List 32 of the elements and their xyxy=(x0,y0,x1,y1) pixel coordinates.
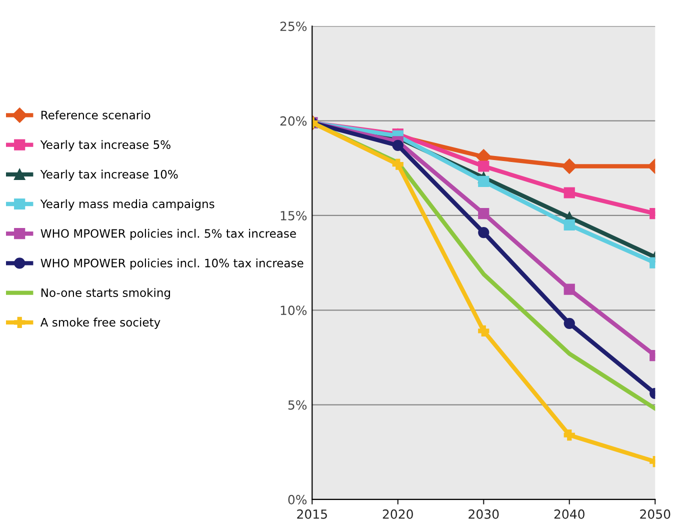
legend-label: Yearly tax increase 5% xyxy=(40,140,170,152)
x-tick-label: 2050 xyxy=(640,509,670,519)
point xyxy=(564,219,575,230)
x-tick-label: 2020 xyxy=(382,509,413,519)
point xyxy=(478,325,490,337)
point xyxy=(392,140,404,151)
legend-label: Reference scenario xyxy=(41,110,150,120)
y-tick-label: 25% xyxy=(280,22,307,32)
point xyxy=(392,158,404,170)
y-tick-label: 10% xyxy=(280,306,307,316)
point xyxy=(564,430,575,441)
point xyxy=(564,318,575,329)
point xyxy=(478,208,490,220)
legend-label: No-one starts smoking xyxy=(41,288,170,300)
y-tick-label: 5% xyxy=(288,400,307,410)
x-tick-label: 2040 xyxy=(554,509,584,519)
y-tick-label: 20% xyxy=(280,116,307,126)
legend-label: WHO MPOWER policies incl. 5% tax increase xyxy=(40,228,296,240)
legend-label: Yearly tax increase 10% xyxy=(40,170,178,181)
x-tick-label: 2030 xyxy=(468,509,499,519)
legend-label: WHO MPOWER policies incl. 10% tax increase xyxy=(40,258,304,270)
point xyxy=(478,176,490,187)
point xyxy=(478,226,490,238)
point xyxy=(478,160,490,172)
y-tick-label: 0% xyxy=(288,494,307,504)
legend-label: Yearly mass media campaigns xyxy=(40,199,214,210)
point xyxy=(564,187,575,198)
point xyxy=(564,284,575,295)
legend-label: A smoke free society xyxy=(40,318,160,329)
y-tick-label: 15% xyxy=(280,210,307,220)
point xyxy=(562,158,577,174)
x-tick-label: 2015 xyxy=(297,509,327,519)
